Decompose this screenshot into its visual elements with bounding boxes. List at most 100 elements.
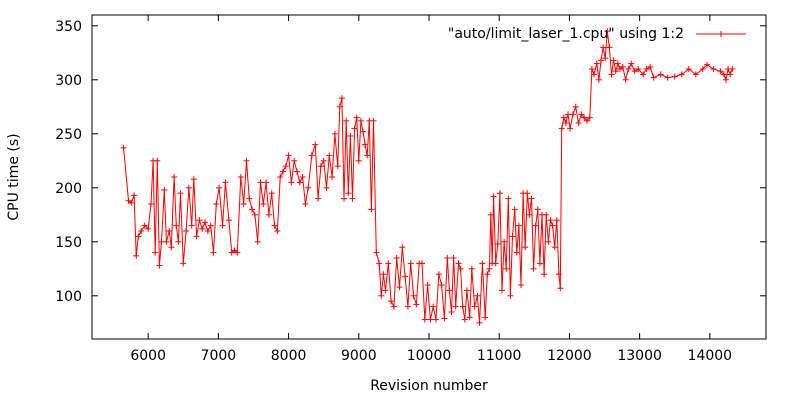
data-point [364,152,371,159]
data-point [315,195,322,202]
data-point [643,66,650,72]
data-point [560,114,567,121]
data-point [285,152,292,159]
data-point [558,125,565,132]
data-point [237,174,244,180]
y-tick-label: 100 [55,289,82,305]
data-point [177,190,184,197]
data-point [448,309,455,315]
data-point [722,76,729,83]
data-point [572,103,579,110]
data-point [282,163,289,170]
data-point [610,57,617,64]
data-point [608,71,615,78]
data-point [279,168,286,175]
data-point [486,265,493,272]
data-point [557,285,564,292]
data-point [433,316,440,323]
data-point [455,260,462,267]
data-point [543,211,550,218]
data-point [338,95,345,102]
data-point [390,303,397,310]
y-tick-label: 300 [55,73,82,89]
data-point [578,111,585,118]
data-point [128,199,135,206]
x-tick-label: 8000 [271,348,307,364]
data-point [490,193,497,200]
data-point [619,63,626,70]
data-point [549,222,556,229]
data-point [505,195,512,202]
data-point [522,244,529,251]
data-point [190,176,197,183]
data-point [296,179,303,186]
y-axis-label: CPU time (s) [6,133,22,220]
data-point [388,298,395,305]
data-point [207,222,214,229]
data-point [476,319,483,326]
data-point [567,125,574,132]
data-point [271,222,278,229]
data-point [685,66,692,72]
data-point [468,265,475,272]
legend-marker-sample [718,31,724,37]
data-point [294,168,301,175]
data-point [138,228,145,234]
data-point [154,157,161,164]
data-point [509,233,516,240]
data-point [438,282,445,288]
data-point [622,76,629,83]
x-axis-ticks: 6000 7000 8000 9000 10000 11000 12000 13000 1400… [130,15,732,364]
x-tick-label: 7000 [201,348,237,364]
data-point [528,195,535,202]
data-point [555,271,562,278]
data-point [353,114,360,121]
data-point [729,66,736,72]
data-point [614,60,621,67]
data-point [457,265,464,272]
data-point [600,44,607,51]
data-point [175,238,182,245]
data-point [545,238,552,245]
data-point [507,292,514,299]
data-point [343,117,350,124]
data-point [410,292,417,299]
data-point [575,120,582,126]
data-point [547,217,554,224]
data-point [249,206,256,213]
data-point [320,157,327,164]
data-point [463,287,470,294]
data-point [323,184,330,191]
data-point [551,244,558,251]
data-point [213,201,220,207]
data-point [631,68,638,75]
data-point [479,260,486,267]
data-point [699,66,706,72]
data-point [625,66,632,72]
data-point [291,157,298,164]
data-point [562,120,569,126]
data-point [534,206,541,213]
data-point [380,271,387,278]
data-point [466,314,473,321]
data-point [274,228,281,234]
x-tick-label: 12000 [547,348,592,364]
data-point [484,271,491,278]
data-point [452,303,459,310]
data-point [216,184,223,191]
data-point [251,211,258,218]
data-point [541,271,548,278]
data-point [254,238,261,245]
data-point [193,233,200,240]
data-point [524,190,531,197]
data-point [604,28,611,35]
data-point [487,211,494,218]
x-tick-label: 9000 [341,348,377,364]
data-point [257,179,264,186]
data-point [536,260,543,267]
data-point [308,152,315,159]
data-point [277,174,284,180]
data-point [312,141,319,148]
data-point [141,222,148,229]
data-point [569,111,576,118]
